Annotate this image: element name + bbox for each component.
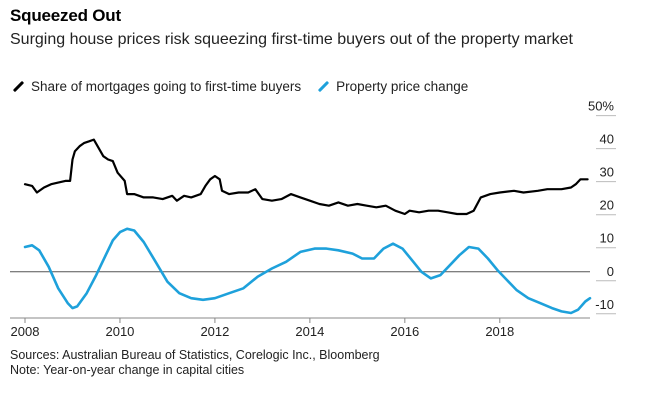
- x-tick-label: 2008: [11, 324, 40, 339]
- y-tick-label: -10: [595, 297, 614, 312]
- legend-label-first-time-buyers: Share of mortgages going to first-time b…: [31, 79, 302, 94]
- y-tick-label: 40: [600, 132, 614, 147]
- chart-title: Squeezed Out: [10, 6, 121, 25]
- series-line-first-time-buyers: [23, 138, 589, 216]
- chart-subtitle: Surging house prices risk squeezing firs…: [10, 31, 573, 48]
- footer: Sources: Australian Bureau of Statistics…: [10, 348, 380, 378]
- x-tick-label: 2014: [295, 324, 324, 339]
- x-tick-label: 2018: [485, 324, 514, 339]
- y-tick-label: 10: [600, 231, 614, 246]
- y-tick-label: 30: [600, 165, 614, 180]
- x-tick-label: 2016: [390, 324, 419, 339]
- legend: Share of mortgages going to first-time b…: [10, 79, 482, 94]
- x-tick-label: 2010: [105, 324, 134, 339]
- legend-item-first-time-buyers: Share of mortgages going to first-time b…: [10, 79, 301, 94]
- sources-note: Sources: Australian Bureau of Statistics…: [10, 348, 380, 362]
- legend-item-property-price: Property price change: [315, 79, 468, 94]
- footnote: Note: Year-on-year change in capital cit…: [10, 363, 245, 377]
- x-tick-label: 2012: [200, 324, 229, 339]
- y-tick-label: 50%: [588, 99, 614, 114]
- y-tick-label: 20: [600, 198, 614, 213]
- legend-label-property-price: Property price change: [336, 79, 469, 94]
- y-tick-label: 0: [607, 264, 614, 279]
- series-line-property-price: [23, 227, 592, 315]
